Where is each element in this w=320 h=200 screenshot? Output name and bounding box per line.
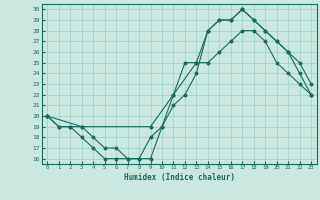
X-axis label: Humidex (Indice chaleur): Humidex (Indice chaleur) (124, 173, 235, 182)
